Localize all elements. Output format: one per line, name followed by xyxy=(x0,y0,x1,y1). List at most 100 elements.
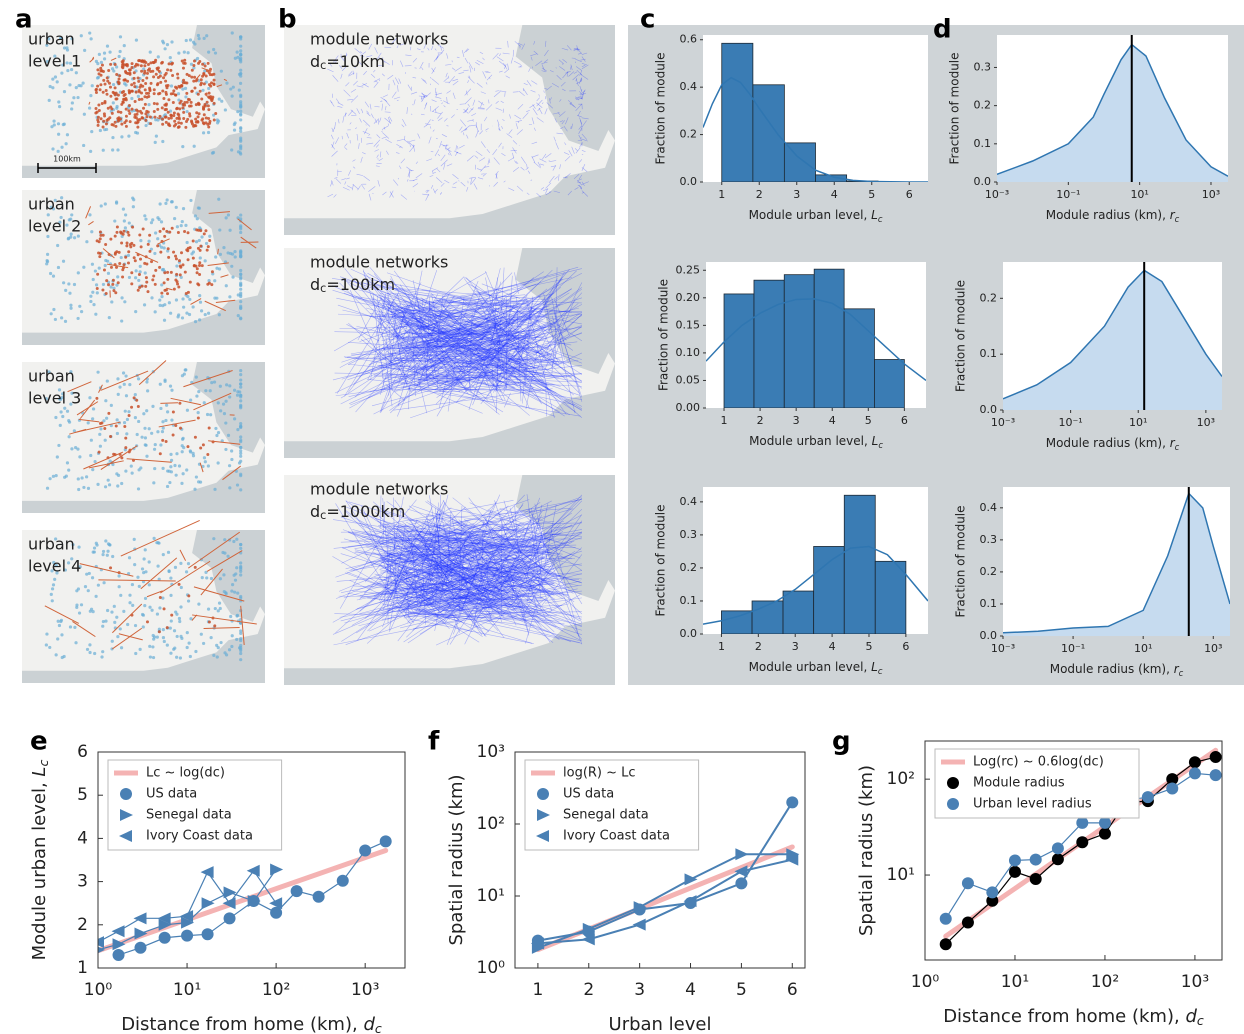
network-link xyxy=(395,564,418,594)
network-link xyxy=(440,99,442,101)
network-link xyxy=(447,559,554,604)
network-link xyxy=(482,571,518,613)
network-link xyxy=(553,313,583,398)
map-dot xyxy=(151,645,155,649)
network-link xyxy=(491,536,550,574)
network-link xyxy=(387,117,391,124)
y-tick-label: 0.1 xyxy=(980,347,998,360)
map-dot xyxy=(180,219,184,224)
network-link xyxy=(567,100,575,107)
network-link xyxy=(352,521,534,571)
network-link xyxy=(366,142,374,145)
network-link xyxy=(383,60,390,65)
map-dot xyxy=(235,637,239,642)
map-dot xyxy=(239,213,243,217)
map-dot xyxy=(89,94,93,98)
map-dot xyxy=(236,314,240,318)
network-link xyxy=(406,166,413,172)
network-link xyxy=(544,49,549,57)
map-dot xyxy=(201,464,205,469)
map-dot xyxy=(219,69,223,73)
network-link xyxy=(378,527,410,545)
map-dot xyxy=(179,605,183,609)
bar xyxy=(843,308,875,408)
network-link xyxy=(466,365,555,386)
network-link xyxy=(382,295,433,317)
network-link xyxy=(533,282,583,377)
map-dot xyxy=(141,625,145,629)
map-dot xyxy=(219,640,223,645)
network-link xyxy=(488,515,542,610)
map-dot xyxy=(54,537,58,541)
map-dot xyxy=(192,59,196,63)
marker xyxy=(1029,872,1042,885)
network-link xyxy=(358,297,518,334)
map-dot xyxy=(134,121,138,125)
density-line xyxy=(997,43,1228,177)
network-link xyxy=(423,42,428,49)
network-link xyxy=(426,545,458,581)
network-link xyxy=(548,175,555,184)
map-dot xyxy=(190,252,194,256)
map-dot xyxy=(113,620,117,624)
map-dot xyxy=(104,127,109,132)
marker xyxy=(986,886,999,899)
map-dot xyxy=(101,148,105,152)
network-link xyxy=(415,324,455,381)
network-link xyxy=(528,509,541,529)
network-link xyxy=(497,128,501,131)
map-dot xyxy=(239,144,243,148)
map-dot xyxy=(202,36,206,40)
network-link xyxy=(352,529,513,574)
network-link xyxy=(337,102,344,106)
y-tick-label: 0.3 xyxy=(680,528,698,541)
x-tick-label: 4 xyxy=(829,414,836,427)
network-link xyxy=(421,599,520,608)
map-dot xyxy=(68,61,73,65)
map-dot xyxy=(86,486,91,490)
map-dot xyxy=(66,561,71,565)
network-link xyxy=(377,180,380,187)
network-link xyxy=(422,95,428,97)
network-link xyxy=(418,304,583,392)
network-link xyxy=(447,610,538,619)
map-dot xyxy=(148,644,152,648)
network-link xyxy=(434,592,452,607)
network-link xyxy=(495,171,499,175)
network-link xyxy=(431,297,449,384)
map-dot xyxy=(161,420,165,424)
network-link xyxy=(466,186,469,192)
map-dot xyxy=(130,271,134,275)
network-link xyxy=(500,519,503,616)
network-link xyxy=(530,587,539,615)
network-link xyxy=(445,64,452,66)
map-dot xyxy=(146,290,150,294)
network-link xyxy=(356,173,364,176)
map-dot xyxy=(198,318,202,322)
map-dot xyxy=(186,562,191,566)
marker xyxy=(111,925,125,938)
map-dot xyxy=(124,394,129,398)
y-axis-label: Fraction of module xyxy=(954,505,968,617)
map-dot xyxy=(228,395,232,399)
network-link xyxy=(514,160,517,164)
network-link xyxy=(445,545,507,603)
map-dot xyxy=(102,581,106,585)
network-link xyxy=(422,568,554,614)
network-link xyxy=(431,42,434,45)
network-link xyxy=(383,579,461,613)
network-link xyxy=(392,79,396,86)
map-dot xyxy=(137,79,141,83)
map-dot xyxy=(212,537,216,541)
map-dot xyxy=(132,537,136,541)
network-link xyxy=(343,356,449,374)
network-link xyxy=(451,114,455,118)
network-link xyxy=(538,107,543,115)
map-dot xyxy=(143,214,147,218)
map-dot xyxy=(131,205,135,209)
map-dot xyxy=(58,423,62,428)
map-dot xyxy=(169,619,173,623)
network-link xyxy=(581,89,586,96)
network-link xyxy=(370,313,450,325)
map-dot xyxy=(223,651,227,655)
